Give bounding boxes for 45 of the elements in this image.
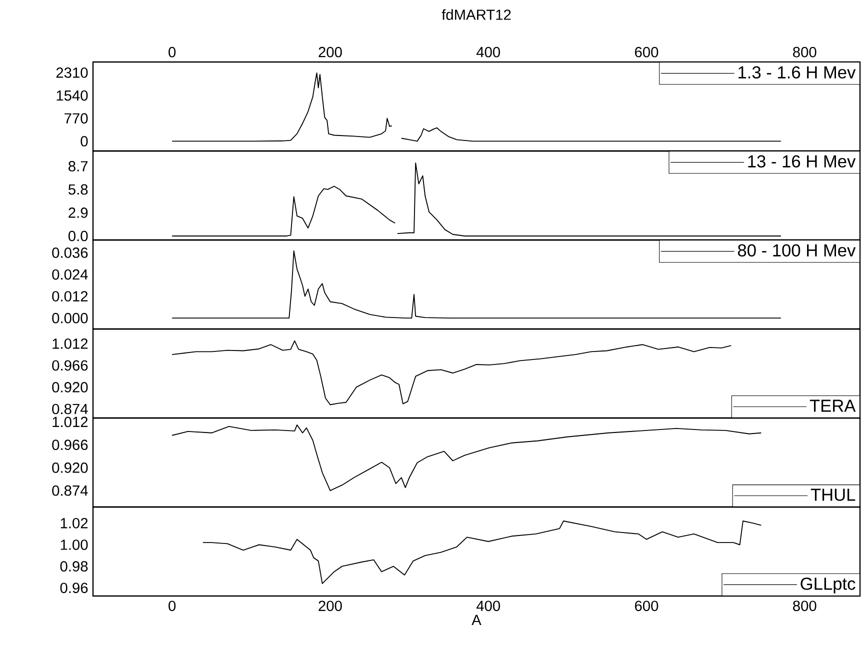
y-tick-label: 2.9 [68, 208, 88, 218]
x2-tick-label: 600 [635, 46, 658, 58]
x-tick-label: 400 [476, 600, 500, 612]
legend-label: 80 - 100 H Mev [738, 244, 856, 257]
x-axis-title: A [472, 614, 482, 625]
y-tick-label: 0.0 [68, 230, 88, 242]
y-tick-label: 0 [80, 136, 88, 146]
y-tick-label: 0.000 [52, 312, 88, 324]
y-tick-label: 0.012 [52, 291, 88, 302]
x-tick-label: 0 [168, 600, 176, 612]
x-tick-label: 600 [635, 600, 658, 612]
chart-title: fdMART12 [442, 9, 511, 20]
y-tick-label: 0.966 [52, 360, 88, 371]
y-tick-label: 5.8 [68, 184, 88, 195]
y-tick-label: 2310 [56, 67, 88, 78]
line-series [202, 520, 762, 584]
line-series [172, 424, 762, 492]
legend-label: GLLptc [800, 578, 856, 594]
y-tick-label: 1.00 [60, 540, 88, 550]
y-tick-label: 1.012 [52, 416, 88, 428]
y-tick-label: 0.874 [52, 485, 88, 496]
y-tick-label: 1540 [56, 90, 88, 101]
y-tick-label: 0.874 [52, 404, 88, 414]
x2-tick-label: 800 [793, 46, 816, 58]
x2-tick-label: 200 [318, 46, 342, 58]
text: THUL [810, 488, 856, 501]
y-tick-label: 0.96 [60, 582, 88, 594]
x2-tick-label: 400 [476, 46, 500, 58]
y-tick-label: 0.966 [52, 440, 88, 450]
x2-tick-label: 0 [168, 46, 176, 58]
y-tick-label: 770 [64, 113, 88, 124]
y-tick-label: 0.036 [52, 248, 88, 258]
y-tick-label: 0.920 [52, 382, 88, 392]
x-tick-label: 800 [793, 600, 816, 612]
line-series [172, 340, 732, 406]
legend-label: TERA [810, 400, 856, 412]
y-tick-label: 0.024 [52, 269, 88, 280]
legend-label: 1.3 - 1.6 H Mev [738, 66, 856, 79]
y-tick-label: 1.012 [52, 338, 88, 349]
x-tick-label: 200 [318, 600, 342, 612]
y-tick-label: 0.920 [52, 462, 88, 473]
y-tick-label: 0.98 [60, 561, 88, 572]
y-tick-label: 8.7 [68, 161, 88, 172]
y-tick-label: 1.02 [60, 518, 88, 528]
legend-label: 13 - 16 H Mev [748, 155, 856, 168]
